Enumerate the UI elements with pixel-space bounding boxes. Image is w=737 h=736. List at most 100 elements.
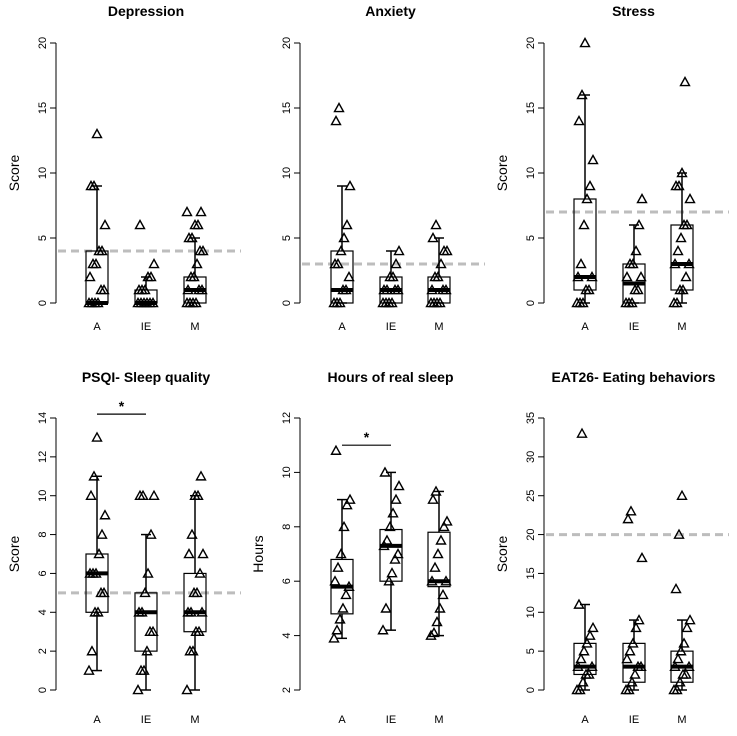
data-point [626,676,638,687]
data-point [328,632,340,643]
panel-2: Anxiety 0 5 10 15 20 A IE M [281,3,485,333]
data-point [426,284,438,295]
data-point [387,507,399,518]
data-point [587,154,599,165]
data-point [430,219,442,230]
data-point [377,624,389,635]
data-point [84,271,96,282]
data-point [432,271,444,282]
y-tick-label: 0 [37,300,49,306]
data-point [91,128,103,139]
data-point [625,505,637,516]
panel-1: Depression 0 5 10 15 20 Score A IE M [6,3,241,333]
x-category-label: A [93,714,101,726]
data-point [386,297,398,308]
data-point [676,489,688,501]
data-point [191,586,203,598]
data-point [191,258,203,269]
data-point [91,431,103,442]
data-point [583,668,595,679]
data-point [673,528,685,539]
x-category-label: M [677,321,686,333]
data-point [633,219,645,230]
data-point [437,588,449,600]
data-point [684,614,696,625]
iqr-box [85,250,109,304]
data-point [343,271,355,282]
data-point [635,660,647,671]
data-point [197,245,209,256]
data-point [136,606,148,617]
panel-4: PSQI- Sleep quality 0 2 4 6 8 10 12 14 Score A IE M * [6,369,241,726]
data-point [195,206,207,217]
data-point [344,180,356,191]
data-point [332,561,344,572]
data-point [680,668,692,679]
y-axis-label: Hours [250,535,266,572]
data-point [624,645,636,656]
data-point [182,284,194,295]
data-point [181,206,193,217]
y-axis-label: Score [6,155,22,192]
data-point [636,551,648,563]
data-point [425,629,437,640]
data-point [148,489,160,501]
data-point [386,567,398,578]
group-IE [620,193,648,308]
data-point [334,613,346,624]
data-point [139,284,151,295]
data-point [441,515,453,526]
data-point [671,684,683,695]
y-tick-label: 35 [525,412,537,424]
panel-title: Stress [612,3,655,19]
data-point [83,664,95,675]
data-point [623,684,635,695]
x-category-label: IE [141,714,151,726]
significance-star: * [364,429,370,445]
data-point [676,167,688,178]
x-category-label: A [93,321,101,333]
data-point [627,258,639,269]
y-tick-label: 5 [281,235,293,241]
data-point [626,297,638,308]
data-point [138,664,150,675]
x-category-label: M [434,714,443,726]
group-M [181,206,209,308]
y-tick-label: 4 [281,633,293,639]
group-IE [377,466,405,635]
data-point [186,528,198,539]
iqr-box [183,572,207,633]
data-point [584,180,596,191]
y-tick-label: 15 [525,567,537,579]
data-point [573,598,585,609]
data-point [147,297,159,308]
data-point [381,534,393,545]
data-point [93,548,105,559]
data-point [577,297,589,308]
y-tick-label: 0 [525,300,537,306]
y-tick-label: 8 [281,524,293,530]
data-point [341,499,353,510]
data-point [675,232,687,243]
data-point [678,637,690,648]
data-point [378,539,390,551]
data-point [579,37,591,48]
data-point [629,668,641,679]
data-point [393,245,405,256]
data-point [683,258,695,269]
data-point [578,219,590,230]
data-point [432,548,444,559]
x-category-label: IE [629,714,639,726]
data-point [334,297,346,308]
data-point [677,284,689,295]
data-point [622,513,634,524]
data-point [99,509,111,520]
data-point [430,485,442,496]
y-tick-label: 30 [525,451,537,463]
y-tick-label: 0 [281,300,293,306]
data-point [88,470,100,481]
group-A [571,37,599,308]
data-point [576,89,588,100]
y-tick-label: 5 [37,235,49,241]
data-point [679,76,691,87]
